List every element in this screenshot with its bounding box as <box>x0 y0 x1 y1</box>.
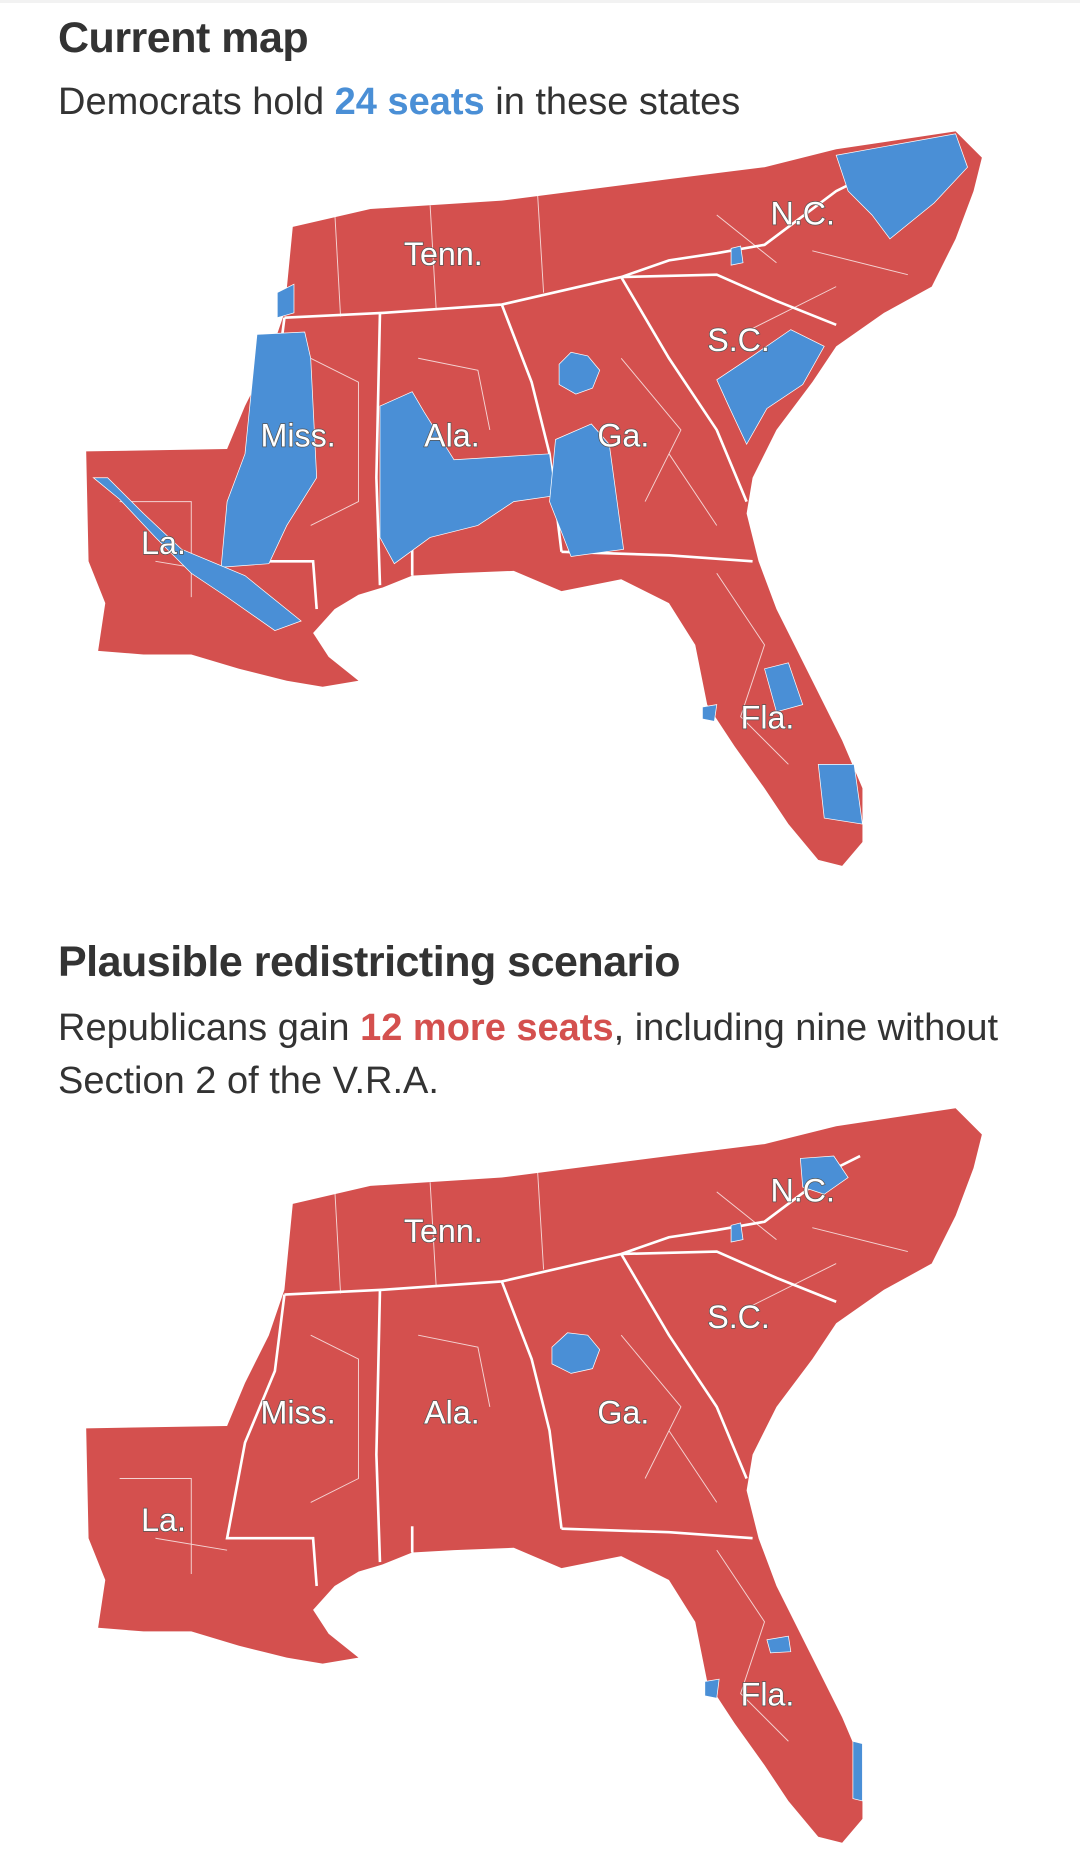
label-sc: S.C. <box>707 322 770 358</box>
scenario-map-title: Plausible redistricting scenario <box>58 938 681 986</box>
scenario-map: Tenn. N.C. S.C. Miss. Ala. Ga. La. Fla. <box>84 1106 984 1845</box>
democrat-districts <box>92 133 968 825</box>
current-map-title: Current map <box>58 14 309 62</box>
district-fl-south <box>852 1740 863 1802</box>
district-nc <box>799 1155 849 1195</box>
district-fl-tampa <box>704 1678 720 1699</box>
scenario-map-subtitle: Republicans gain 12 more seats, includin… <box>58 1002 1038 1108</box>
district-atlanta <box>558 351 601 395</box>
label-miss: Miss. <box>261 418 336 454</box>
district-al <box>379 391 556 565</box>
state-labels: Tenn. N.C. S.C. Miss. Ala. Ga. La. Fla. <box>140 1172 835 1713</box>
label-ga: Ga. <box>597 418 649 454</box>
republican-seat-gain: 12 more seats <box>360 1007 614 1049</box>
district-nc-northeast <box>835 133 968 240</box>
top-divider <box>0 0 1080 3</box>
label-fla: Fla. <box>741 700 795 736</box>
district-fl-orlando <box>766 1635 792 1654</box>
state-outline-map <box>84 1106 984 1845</box>
democrat-seat-count: 24 seats <box>334 81 485 123</box>
district-fl-south <box>817 763 863 825</box>
democrat-districts <box>551 1155 863 1802</box>
district-fl-tampa <box>702 704 718 722</box>
label-ala: Ala. <box>424 1395 480 1431</box>
district-ms <box>220 331 318 568</box>
label-tenn: Tenn. <box>404 1213 483 1249</box>
district-nc-small <box>730 1222 744 1243</box>
subtitle-text: Republicans gain <box>58 1007 361 1049</box>
subtitle-text: , including nine without Section 2 of th… <box>58 1007 999 1102</box>
label-la: La. <box>141 525 186 561</box>
district-memphis <box>276 283 295 319</box>
current-map: Tenn. N.C. S.C. Miss. Ala. Ga. La. Fla. <box>84 130 984 868</box>
district-ga-southwest <box>549 423 625 557</box>
district-fl-orlando <box>764 662 804 713</box>
label-tenn: Tenn. <box>404 236 483 272</box>
district-atlanta <box>551 1332 601 1374</box>
label-nc: N.C. <box>770 1172 834 1208</box>
label-la: La. <box>141 1502 186 1538</box>
subtitle-text: in these states <box>484 81 741 123</box>
label-nc: N.C. <box>770 196 834 232</box>
district-sc <box>716 329 825 446</box>
current-map-subtitle: Democrats hold 24 seats in these states <box>58 76 1038 129</box>
state-labels: Tenn. N.C. S.C. Miss. Ala. Ga. La. Fla. <box>140 195 835 736</box>
subtitle-text: Democrats hold <box>58 81 335 123</box>
label-miss: Miss. <box>261 1395 336 1431</box>
label-fla: Fla. <box>741 1676 795 1712</box>
label-ala: Ala. <box>424 418 480 454</box>
label-ga: Ga. <box>597 1395 649 1431</box>
label-sc: S.C. <box>707 1299 770 1335</box>
district-nc-small <box>730 245 744 266</box>
district-la <box>92 477 302 631</box>
